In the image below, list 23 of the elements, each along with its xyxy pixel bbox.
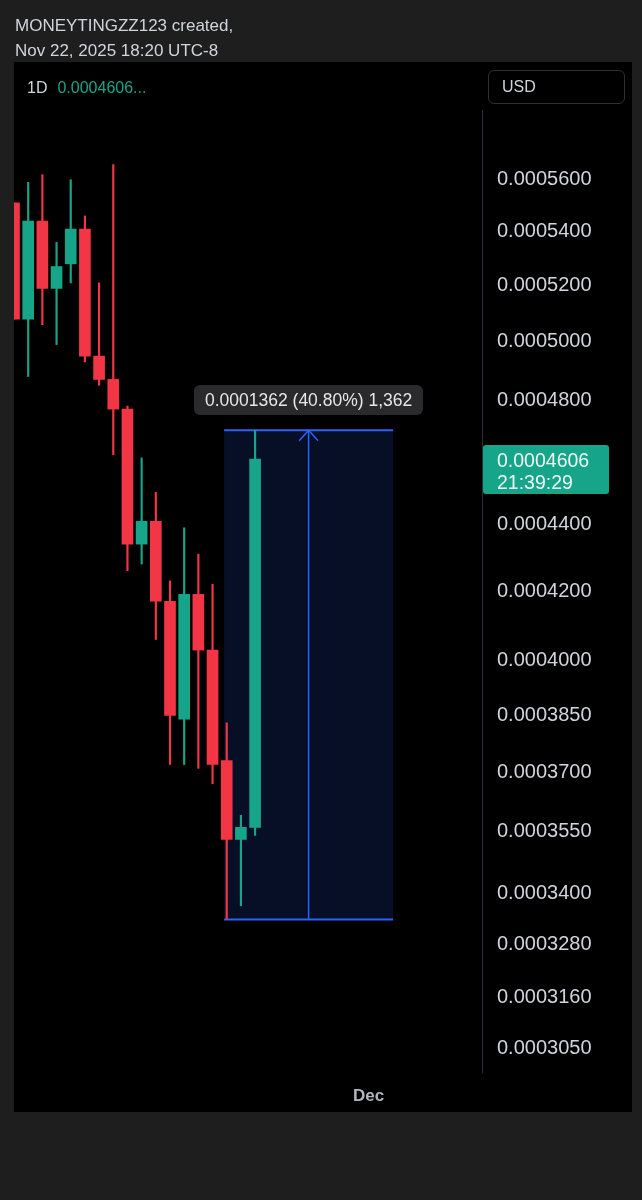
band-label: 0.0001362 (40.80%) 1,362	[204, 390, 413, 411]
y-tick-label: 0.0005400	[497, 219, 592, 242]
y-tick-label: 0.0003280	[497, 931, 592, 954]
y-tick-label: 0.0005000	[497, 329, 592, 352]
text: 0.0004606 21:39:29	[497, 449, 590, 494]
y-tick-label: 0.0003050	[497, 1035, 592, 1058]
y-tick-label: 0.0005600	[497, 167, 592, 190]
y-tick-label: 0.0004000	[497, 648, 592, 671]
text: 1D	[27, 79, 48, 96]
y-tick-label: 0.0003160	[497, 985, 592, 1008]
y-tick-label: 0.0003850	[497, 702, 592, 725]
y-tick-label: 0.0003400	[497, 880, 592, 903]
y-tick-label: 0.0003700	[497, 759, 592, 782]
y-tick-label: 0.0003550	[497, 818, 592, 841]
chart-subtitle: Nov 22, 2025 18:20 UTC-8	[15, 40, 220, 62]
text: 0.0004606...	[57, 79, 147, 96]
y-tick-label: 0.0004400	[497, 512, 592, 535]
y-tick-label: 0.0004200	[497, 578, 592, 601]
y-tick-label: 0.0004800	[497, 387, 592, 410]
y-tick-label: 0.0005200	[497, 273, 592, 296]
x-tick-label: Dec	[352, 1085, 385, 1105]
currency-button[interactable]: USD	[488, 70, 625, 104]
chart-title: MONEYTINGZZ123 created,	[15, 15, 234, 37]
